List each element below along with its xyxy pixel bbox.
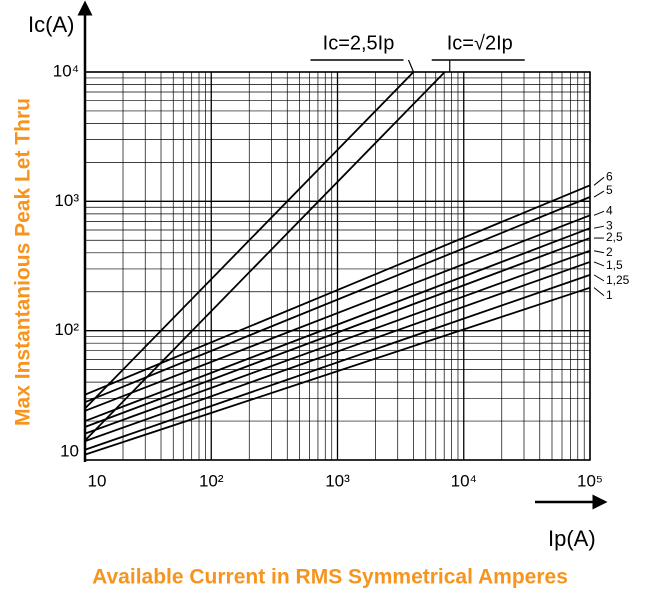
y-title: Max Instantanious Peak Let Thru xyxy=(12,98,35,426)
series-line xyxy=(84,286,591,456)
x-tick-label: 10³ xyxy=(325,471,350,490)
y-tick-label: 10² xyxy=(54,320,79,339)
series-label: Ic=2,5Ip xyxy=(323,32,395,54)
series-label: 3 xyxy=(606,218,613,232)
series-label: Ic=√2Ip xyxy=(447,32,513,54)
series-label: 5 xyxy=(606,183,613,197)
series-line xyxy=(84,237,591,428)
label-leader xyxy=(593,274,605,282)
x-tick-label: 10 xyxy=(88,471,107,490)
series-line xyxy=(84,71,446,442)
series-line xyxy=(84,261,591,442)
x-tick-label: 10⁵ xyxy=(577,471,603,490)
series-line xyxy=(84,274,591,451)
y-axis-label: Ic(A) xyxy=(28,12,74,37)
x-tick-label: 10² xyxy=(199,471,224,490)
x-tick-label: 10⁴ xyxy=(451,471,477,490)
series-label: 4 xyxy=(606,203,613,217)
label-leader xyxy=(593,210,605,216)
label-leader xyxy=(593,190,605,198)
plot-frame xyxy=(84,71,591,461)
series-label: 1 xyxy=(606,288,613,302)
label-leader xyxy=(407,59,415,73)
series-line xyxy=(84,71,415,410)
label-leader xyxy=(593,176,605,186)
label-leader xyxy=(593,250,605,254)
series-line xyxy=(84,184,591,396)
x-title: Available Current in RMS Symmetrical Amp… xyxy=(92,566,568,589)
x-axis-label: Ip(A) xyxy=(548,526,596,551)
series-label: 6 xyxy=(606,169,613,183)
y-tick-label: 10 xyxy=(60,441,79,460)
y-tick-label: 10³ xyxy=(54,191,79,210)
series-label: 2 xyxy=(606,245,613,259)
series-line xyxy=(84,227,591,422)
label-leader xyxy=(593,287,605,297)
series-line xyxy=(84,249,591,435)
series-label: 1,25 xyxy=(606,273,630,287)
series-line xyxy=(84,214,591,412)
series-line xyxy=(84,196,591,404)
series-label: 2,5 xyxy=(606,230,623,244)
series-label: 1,5 xyxy=(606,258,623,272)
label-leader xyxy=(593,261,605,267)
label-leader xyxy=(593,225,605,229)
y-tick-label: 10⁴ xyxy=(53,61,79,80)
